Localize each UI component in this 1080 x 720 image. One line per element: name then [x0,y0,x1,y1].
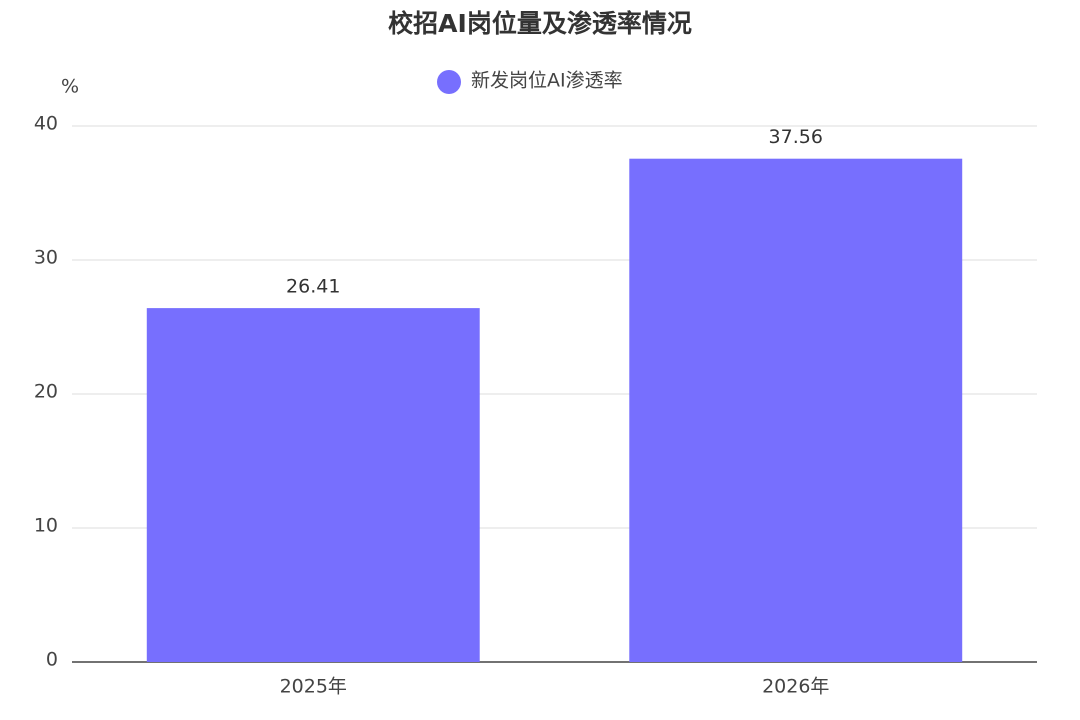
data-label: 26.41 [286,276,340,298]
y-tick-label: 10 [34,515,58,537]
y-axis-label: % [61,76,79,98]
x-tick-label: 2025年 [280,676,347,698]
bar [629,158,963,663]
legend-marker [437,70,461,94]
y-tick-label: 30 [34,247,58,269]
data-label: 37.56 [769,126,823,148]
bar [146,308,480,662]
y-tick-label: 0 [46,649,58,671]
y-tick-label: 20 [34,381,58,403]
y-tick-label: 40 [34,113,58,135]
legend-label: 新发岗位AI渗透率 [471,70,623,92]
x-tick-label: 2026年 [762,676,829,698]
chart-title: 校招AI岗位量及渗透率情况 [388,9,692,38]
